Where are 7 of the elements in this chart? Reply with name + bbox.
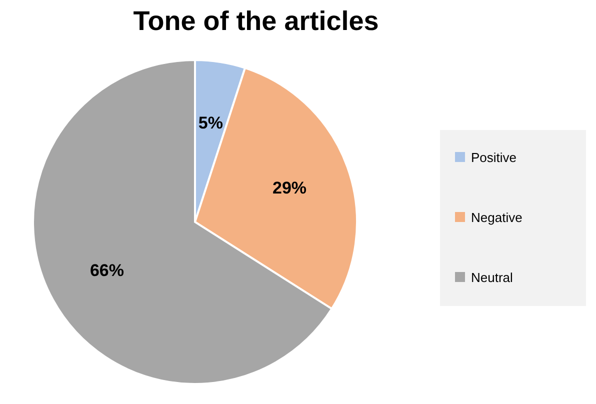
data-label: 29% — [272, 178, 307, 198]
legend-label: Positive — [471, 150, 517, 165]
legend-label: Neutral — [471, 270, 514, 285]
chart-title: Tone of the articles — [133, 6, 379, 36]
data-label: 66% — [90, 260, 124, 280]
data-label: 5% — [198, 113, 223, 132]
legend-label: Negative — [471, 210, 522, 225]
